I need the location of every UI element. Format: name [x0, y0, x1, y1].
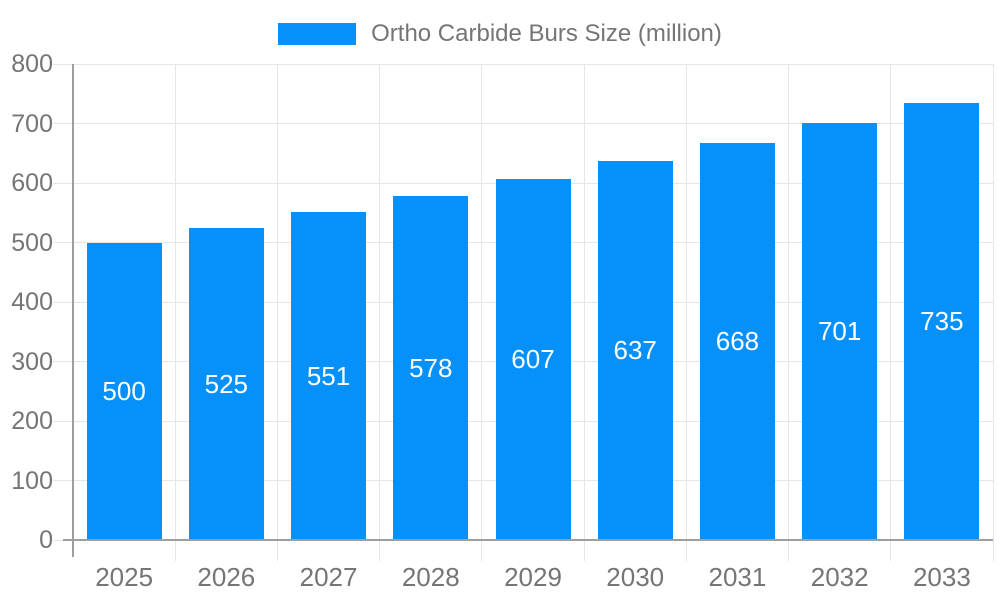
x-tick: [379, 540, 381, 561]
bar-value-label: 525: [204, 368, 249, 399]
legend-swatch: [278, 23, 357, 45]
y-gridline: [53, 63, 993, 65]
y-axis-label: 0: [39, 526, 53, 554]
bar[interactable]: [291, 212, 367, 540]
bar[interactable]: [86, 242, 162, 540]
x-axis-line: [63, 539, 993, 541]
x-gridline: [379, 64, 381, 540]
y-axis-label: 300: [11, 347, 53, 376]
y-axis-label: 600: [11, 169, 53, 197]
bar[interactable]: [597, 160, 673, 540]
y-axis-label: 100: [11, 466, 53, 495]
x-gridline: [174, 64, 176, 540]
x-axis-label: 2031: [708, 562, 767, 592]
x-axis-label: 2029: [504, 562, 562, 592]
x-gridline: [992, 64, 994, 540]
x-tick: [276, 540, 278, 561]
x-gridline: [481, 64, 483, 540]
x-tick: [992, 540, 994, 561]
bar-value-label: 551: [306, 361, 351, 392]
x-axis-label: 2025: [95, 562, 154, 592]
y-axis-label: 500: [11, 228, 53, 257]
y-axis-label: 400: [11, 288, 53, 316]
bar[interactable]: [904, 102, 980, 540]
bar[interactable]: [495, 178, 571, 540]
bar-value-label: 637: [613, 335, 657, 366]
x-gridline: [276, 64, 278, 540]
x-axis-label: 2032: [810, 562, 869, 592]
x-gridline: [788, 64, 790, 540]
x-tick: [174, 540, 176, 561]
bar[interactable]: [188, 227, 264, 540]
y-axis-label: 700: [11, 109, 53, 138]
bar[interactable]: [802, 122, 878, 540]
bar[interactable]: [699, 142, 775, 540]
x-gridline: [583, 64, 585, 540]
y-axis-label: 800: [11, 50, 53, 78]
y-axis-line: [72, 64, 74, 557]
bar-value-label: 668: [715, 326, 760, 357]
bar-value-label: 701: [817, 316, 862, 347]
x-tick: [481, 540, 483, 561]
legend[interactable]: Ortho Carbide Burs Size (million): [0, 20, 1000, 48]
bar[interactable]: [393, 196, 469, 540]
legend-label: Ortho Carbide Burs Size (million): [371, 20, 722, 47]
bar-value-label: 735: [920, 306, 964, 337]
x-tick: [788, 540, 790, 561]
x-axis-label: 2033: [912, 562, 971, 592]
y-gridline: [53, 123, 993, 124]
x-axis-label: 2027: [299, 562, 358, 592]
x-tick: [583, 540, 585, 561]
bar-value-label: 578: [409, 353, 453, 384]
x-axis-label: 2030: [606, 562, 665, 592]
bar-value-label: 607: [511, 344, 555, 375]
x-axis-label: 2028: [401, 562, 460, 592]
x-tick: [890, 540, 892, 561]
y-axis-label: 200: [11, 407, 53, 435]
x-gridline: [890, 64, 892, 540]
x-tick: [685, 540, 687, 561]
x-axis-label: 2026: [197, 562, 256, 592]
bar-value-label: 500: [102, 376, 146, 407]
x-gridline: [685, 64, 687, 540]
